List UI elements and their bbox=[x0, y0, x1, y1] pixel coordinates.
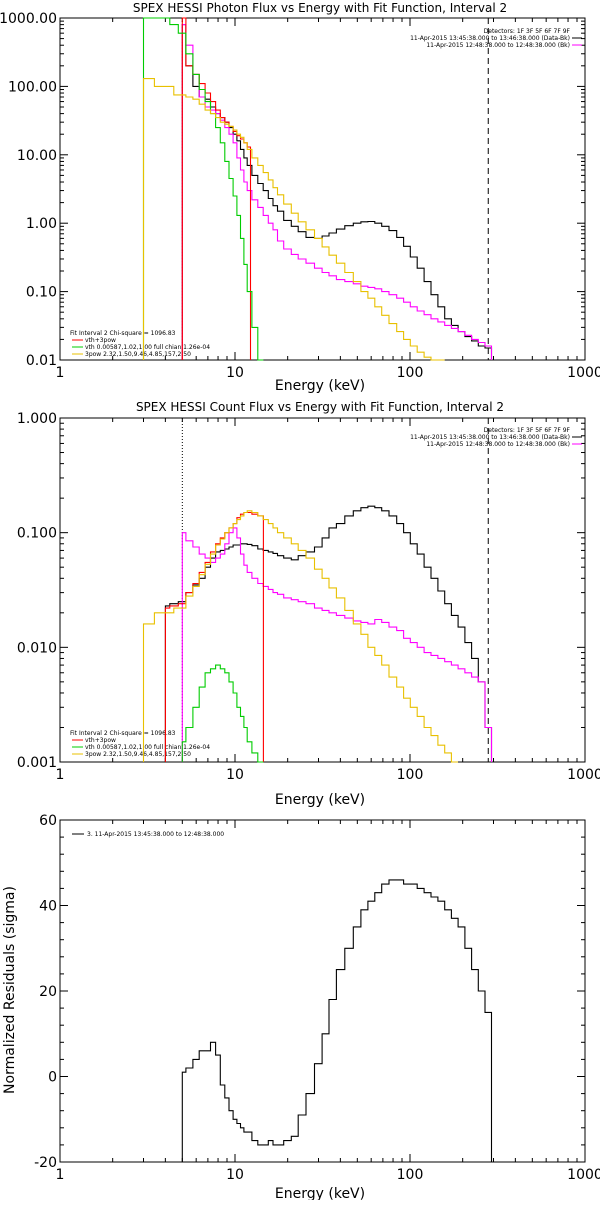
count-flux-legend-left-line: 3pow 2.32,1.50,9.46,4.85,157,2.50 bbox=[85, 751, 191, 758]
count-flux-series-0-line bbox=[164, 505, 493, 762]
count-flux-x-tick-label: 100 bbox=[397, 767, 424, 783]
photon-flux-xlabel: Energy (keV) bbox=[275, 378, 365, 394]
count-flux-legend-right-line: 11-Apr-2015 12:48:38.000 to 12:48:38.000… bbox=[426, 441, 570, 448]
photon-flux-y-tick-label: 10.00 bbox=[17, 148, 57, 164]
residuals-xlabel: Energy (keV) bbox=[275, 1186, 365, 1200]
count-flux-x-tick-label: 1000 bbox=[567, 767, 600, 783]
count-flux-x-tick-label: 10 bbox=[226, 767, 244, 783]
residuals-legend-left-line: 3. 11-Apr-2015 13:45:38.000 to 12:48:38.… bbox=[87, 831, 224, 838]
count-flux-legend-right-line: 11-Apr-2015 13:45:38.000 to 13:46:38.000… bbox=[410, 434, 570, 441]
residuals-x-tick-label: 100 bbox=[397, 1167, 424, 1183]
photon-flux-panel: SPEX HESSI Photon Flux vs Energy with Fi… bbox=[0, 1, 600, 394]
count-flux-legend-left-line: Fit Interval 2 Chi-square = 1096.83 bbox=[70, 730, 176, 737]
photon-flux-legend-right-line: 11-Apr-2015 13:45:38.000 to 13:46:38.000… bbox=[410, 35, 570, 42]
residuals-legend-left: 3. 11-Apr-2015 13:45:38.000 to 12:48:38.… bbox=[87, 831, 224, 838]
residuals-ylabel: Normalized Residuals (sigma) bbox=[2, 886, 18, 1094]
photon-flux-series-1-line bbox=[181, 24, 493, 360]
photon-flux-legend-right: Detectors: 1F 3F 5F 6F 7F 9F 11-Apr-2015… bbox=[410, 28, 570, 49]
photon-flux-legend-right-line: Detectors: 1F 3F 5F 6F 7F 9F bbox=[484, 28, 571, 35]
photon-flux-x-tick-label: 1 bbox=[56, 365, 65, 381]
residuals-x-tick-label: 10 bbox=[226, 1167, 244, 1183]
photon-flux-y-tick-label: 0.01 bbox=[26, 353, 57, 369]
photon-flux-y-tick-label: 100.00 bbox=[8, 79, 57, 95]
count-flux-series-1-line bbox=[181, 527, 493, 762]
residuals-series-0-line bbox=[181, 879, 493, 1162]
count-flux-y-tick-label: 0.100 bbox=[17, 526, 57, 542]
count-flux-legend-right: Detectors: 1F 3F 5F 6F 7F 9F 11-Apr-2015… bbox=[410, 427, 570, 448]
count-flux-series-2-line bbox=[164, 511, 264, 762]
photon-flux-title: SPEX HESSI Photon Flux vs Energy with Fi… bbox=[133, 1, 507, 15]
photon-flux-y-tick-label: 1000.00 bbox=[0, 11, 57, 27]
count-flux-y-tick-label: 0.001 bbox=[17, 755, 57, 771]
count-flux-legend-left-line: vth+3pow bbox=[85, 737, 116, 744]
photon-flux-legend-left-line: Fit Interval 2 Chi-square = 1096.83 bbox=[70, 330, 176, 337]
count-flux-plot-frame bbox=[59, 417, 586, 763]
photon-flux-x-tick-label: 100 bbox=[397, 365, 424, 381]
photon-flux-legend-right-line: 11-Apr-2015 12:48:38.000 to 12:48:38.000… bbox=[426, 42, 570, 49]
count-flux-series-4-line bbox=[142, 510, 458, 763]
count-flux-legend-left-line: vth 0.00587,1.02,1.00 full chian 1.26e-0… bbox=[85, 744, 210, 751]
residuals-plot-frame bbox=[59, 819, 586, 1163]
count-flux-title: SPEX HESSI Count Flux vs Energy with Fit… bbox=[136, 400, 504, 414]
photon-flux-plot-frame bbox=[59, 17, 586, 361]
residuals-y-tick-label: 40 bbox=[39, 899, 57, 915]
count-flux-series-3-line bbox=[181, 664, 264, 763]
photon-flux-x-tick-label: 1000 bbox=[567, 365, 600, 381]
photon-flux-y-tick-label: 1.00 bbox=[26, 216, 57, 232]
photon-flux-x-tick-label: 10 bbox=[226, 365, 244, 381]
photon-flux-legend-left-line: vth+3pow bbox=[85, 337, 116, 344]
photon-flux-series-4-line bbox=[142, 78, 445, 361]
count-flux-legend-right-line: Detectors: 1F 3F 5F 6F 7F 9F bbox=[484, 427, 571, 434]
count-flux-x-tick-label: 1 bbox=[56, 767, 65, 783]
residuals-y-tick-label: 60 bbox=[39, 813, 57, 829]
count-flux-panel: SPEX HESSI Count Flux vs Energy with Fit… bbox=[17, 400, 600, 808]
residuals-x-tick-label: 1 bbox=[56, 1167, 65, 1183]
photon-flux-series-0-line bbox=[181, 24, 493, 360]
residuals-y-tick-label: 20 bbox=[39, 984, 57, 1000]
count-flux-xlabel: Energy (keV) bbox=[275, 792, 365, 808]
count-flux-legend-left: Fit Interval 2 Chi-square = 1096.83 vth+… bbox=[70, 730, 210, 758]
photon-flux-legend-left: Fit Interval 2 Chi-square = 1096.83 vth+… bbox=[70, 330, 210, 358]
count-flux-y-tick-label: 1.000 bbox=[17, 411, 57, 427]
photon-flux-legend-left-line: 3pow 2.32,1.50,9.46,4.85,157,2.50 bbox=[85, 351, 191, 358]
count-flux-y-tick-label: 0.010 bbox=[17, 640, 57, 656]
residuals-y-tick-label: -20 bbox=[34, 1155, 57, 1171]
photon-flux-legend-left-line: vth 0.00587,1.02,1.00 full chian 1.26e-0… bbox=[85, 344, 210, 351]
residuals-panel: 3. 11-Apr-2015 13:45:38.000 to 12:48:38.… bbox=[2, 813, 600, 1202]
photon-flux-series-3-line bbox=[142, 17, 264, 361]
photon-flux-y-tick-label: 0.10 bbox=[26, 285, 57, 301]
residuals-y-tick-label: 0 bbox=[48, 1070, 57, 1086]
residuals-x-tick-label: 1000 bbox=[567, 1167, 600, 1183]
